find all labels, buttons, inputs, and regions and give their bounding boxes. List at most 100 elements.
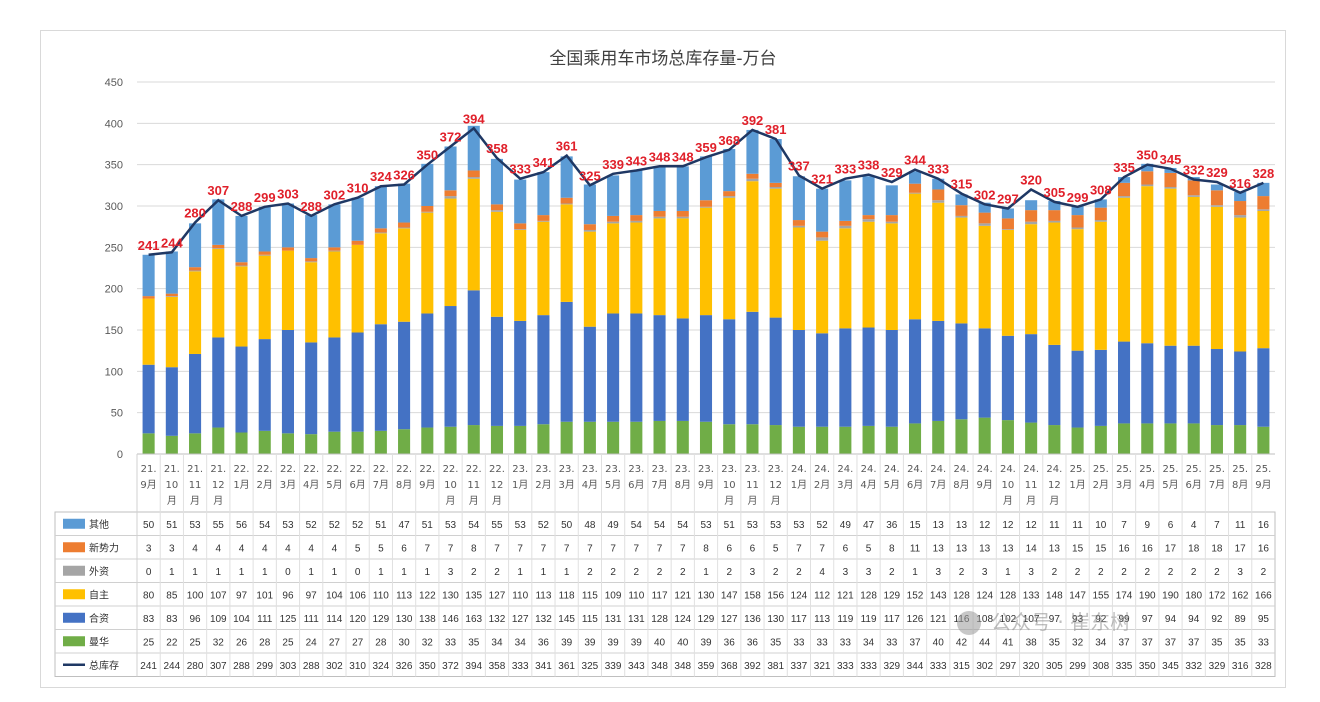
table-cell: 52 xyxy=(817,520,829,531)
bar-segment xyxy=(932,189,945,201)
table-cell: 16 xyxy=(1258,543,1270,554)
total-line xyxy=(148,126,1264,257)
watermark: 公众号 · 崔东树 xyxy=(957,610,1130,635)
x-tick-label: 25.8月 xyxy=(1232,464,1248,491)
bar-segment xyxy=(699,200,713,207)
table-cell: 5 xyxy=(866,543,872,554)
bar-segment xyxy=(490,211,504,317)
legend-swatch xyxy=(63,589,85,600)
bar-segment xyxy=(769,182,782,187)
table-cell: 48 xyxy=(584,520,596,531)
table-cell: 190 xyxy=(1162,590,1179,601)
bar-segment xyxy=(212,248,225,249)
table-cell: 110 xyxy=(512,590,528,601)
total-data-label: 302 xyxy=(324,187,346,202)
bar-segment xyxy=(699,156,713,201)
bar-segment xyxy=(1094,221,1107,350)
bar-segment xyxy=(189,353,202,434)
x-tick-label: 24.8月 xyxy=(953,464,969,491)
table-cell: 50 xyxy=(143,520,155,531)
table-cell: 35 xyxy=(1211,637,1223,648)
bar-segment xyxy=(862,176,875,216)
bar-segment xyxy=(769,139,782,183)
table-cell: 125 xyxy=(280,614,297,625)
table-cell: 93 xyxy=(1072,614,1084,625)
table-cell: 13 xyxy=(1002,543,1014,554)
x-tick-label-line: 12 xyxy=(212,480,225,491)
table-cell: 97 xyxy=(306,590,318,601)
table-cell: 26 xyxy=(236,637,248,648)
table-cell: 117 xyxy=(791,614,807,625)
total-data-label: 335 xyxy=(1113,160,1135,175)
table-cell: 41 xyxy=(1002,637,1014,648)
x-tick-label-line: 月 xyxy=(1003,495,1013,507)
table-cell: 53 xyxy=(515,520,527,531)
bar-segment xyxy=(1210,206,1223,350)
table-cell: 147 xyxy=(1069,590,1086,601)
table-cell: 40 xyxy=(677,637,689,648)
table-cell: 119 xyxy=(861,614,877,625)
total-data-label: 341 xyxy=(533,155,555,170)
table-cell: 7 xyxy=(657,543,663,554)
bar-segment xyxy=(374,186,387,229)
x-tick-label-line: 25. xyxy=(1186,464,1202,475)
bar-segment xyxy=(467,170,480,178)
table-cell: 96 xyxy=(282,590,294,601)
bar-segment xyxy=(1234,201,1247,216)
bar-segment xyxy=(444,196,457,199)
x-tick-label-line: 3月 xyxy=(1116,479,1132,491)
x-tick-label-line: 月 xyxy=(1026,495,1036,507)
table-cell: 1 xyxy=(378,567,384,578)
table-cell: 3 xyxy=(1237,567,1243,578)
x-tick-label-line: 7月 xyxy=(1209,479,1225,491)
table-cell: 316 xyxy=(1232,661,1249,672)
x-tick-label-line: 25. xyxy=(1139,464,1155,475)
x-tick-label: 23.3月 xyxy=(558,464,574,491)
table-cell: 3 xyxy=(866,567,872,578)
bar-segment xyxy=(978,225,991,329)
total-data-label: 332 xyxy=(1183,163,1205,178)
x-tick-label-line: 1月 xyxy=(233,479,249,491)
bar-segment xyxy=(630,215,643,221)
table-cell: 13 xyxy=(956,520,968,531)
x-tick-label-line: 5月 xyxy=(326,479,342,491)
table-cell: 11 xyxy=(1072,520,1083,531)
bar-segment xyxy=(258,339,271,431)
x-tick-label-line: 月 xyxy=(724,495,734,507)
bar-segment xyxy=(398,321,411,430)
bar-segment xyxy=(374,233,387,325)
table-cell: 113 xyxy=(535,590,551,601)
x-tick-label-line: 22. xyxy=(396,464,412,475)
bar-segment xyxy=(932,178,945,190)
table-cell: 50 xyxy=(561,520,573,531)
bar-segment xyxy=(769,188,782,318)
table-cell: 315 xyxy=(953,661,970,672)
bar-segment xyxy=(444,146,457,191)
table-cell: 339 xyxy=(605,661,622,672)
table-cell: 128 xyxy=(1000,590,1017,601)
table-cell: 1 xyxy=(216,567,222,578)
bar-segment xyxy=(328,337,341,432)
bar-segment xyxy=(816,240,829,334)
total-data-label: 344 xyxy=(904,153,926,168)
x-tick-label-line: 2月 xyxy=(1093,479,1109,491)
table-cell: 92 xyxy=(1095,614,1107,625)
x-tick-label-line: 22. xyxy=(326,464,342,475)
x-tick-label-line: 3月 xyxy=(280,479,296,491)
total-data-label: 348 xyxy=(649,149,671,164)
table-cell: 133 xyxy=(1023,590,1040,601)
x-tick-label-line: 8月 xyxy=(953,479,969,491)
bar-segment xyxy=(1048,222,1061,345)
x-tick-label-line: 12 xyxy=(491,480,504,491)
table-cell: 130 xyxy=(396,614,413,625)
bar-segment xyxy=(1141,163,1154,172)
x-tick-label-line: 月 xyxy=(190,495,200,507)
table-cell: 2 xyxy=(1121,567,1127,578)
table-cell: 4 xyxy=(192,543,198,554)
bar-segment xyxy=(607,175,620,216)
table-cell: 8 xyxy=(703,543,709,554)
x-tick-label-line: 22. xyxy=(303,464,319,475)
total-data-label: 320 xyxy=(1020,172,1042,187)
bar-segment xyxy=(699,315,713,422)
table-cell: 307 xyxy=(210,661,227,672)
